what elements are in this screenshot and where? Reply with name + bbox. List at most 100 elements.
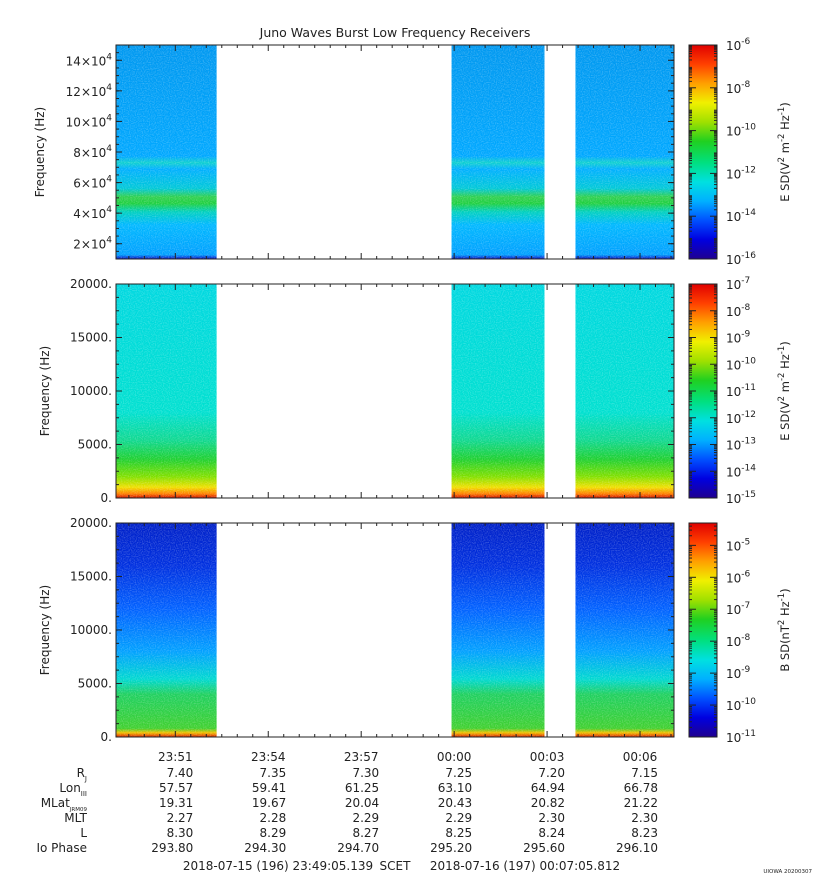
ephemeris-value: 2.28 <box>260 811 287 825</box>
ephemeris-value: 7.15 <box>631 766 658 780</box>
ephemeris-row-label: RJ <box>77 766 87 783</box>
speckle-texture <box>451 45 545 259</box>
ephemeris-value: 2.30 <box>538 811 565 825</box>
colorbar-frame <box>688 522 718 738</box>
spectrogram-panels: 2×104 4×104 6×104 8×104 10×104 12×104 14×104 Fr… <box>33 37 792 745</box>
colorbar-tick-label: 10-7 <box>726 276 750 292</box>
y-axis-label: Frequency (Hz) <box>38 585 52 676</box>
chart-title: Juno Waves Burst Low Frequency Receivers <box>259 25 531 40</box>
colorbar-frame <box>688 44 718 260</box>
ephemeris-value: 7.20 <box>538 766 565 780</box>
y-tick-label: 0. <box>101 730 112 744</box>
ephemeris-value: 293.80 <box>151 841 193 855</box>
colorbar-tick-label: 10-6 <box>726 569 751 585</box>
colorbar-tick-label: 10-8 <box>726 633 751 649</box>
panel-3: 0. 5000. 10000. 15000. 20000. Frequency (Hz) 1… <box>38 516 792 745</box>
speckle-texture <box>575 523 674 737</box>
ephemeris-value: 20.04 <box>345 796 379 810</box>
speckle-texture <box>575 45 674 259</box>
ephemeris-value: 8.24 <box>538 826 565 840</box>
time-tick-label: 23:54 <box>251 750 286 764</box>
y-tick-label: 5000. <box>78 438 112 452</box>
end-time-label: 2018-07-16 (197) 00:07:05.812 <box>430 859 620 873</box>
time-tick-label: 00:03 <box>530 750 565 764</box>
ephemeris-value: 20.82 <box>531 796 565 810</box>
speckle-texture <box>451 284 545 498</box>
ephemeris-row-label: LonIII <box>59 781 87 798</box>
y-tick-label: 4×104 <box>73 205 112 221</box>
time-tick-label: 00:06 <box>623 750 658 764</box>
y-tick-label: 10000. <box>70 623 112 637</box>
time-tick-label: 23:57 <box>344 750 379 764</box>
colorbar-tick-label: 10-11 <box>726 383 756 399</box>
colorbar-tick-label: 10-14 <box>726 463 756 479</box>
ephemeris-value: 295.20 <box>430 841 472 855</box>
ephemeris-table: 23:51 23:54 23:57 00:00 00:03 00:06 RJ 7.40 7.35… <box>36 750 658 855</box>
y-tick-label: 0. <box>101 491 112 505</box>
colorbar-tick-label: 10-9 <box>726 665 751 681</box>
colorbar-tick-label: 10-9 <box>726 330 751 346</box>
ephemeris-value: 2.29 <box>352 811 379 825</box>
ephemeris-value: 296.10 <box>616 841 658 855</box>
y-tick-label: 12×104 <box>66 83 113 99</box>
ephemeris-value: 66.78 <box>624 781 658 795</box>
panel-2: 0. 5000. 10000. 15000. 20000. Frequency (Hz) 1… <box>38 276 792 506</box>
colorbar-tick-label: 10-8 <box>726 80 751 96</box>
ephemeris-value: 2.30 <box>631 811 658 825</box>
ephemeris-value: 57.57 <box>159 781 193 795</box>
y-tick-label: 20000. <box>70 277 112 291</box>
y-tick-label: 5000. <box>78 677 112 691</box>
colorbar-label: B SD(nT2 Hz-1) <box>777 588 792 671</box>
ephemeris-value: 8.27 <box>352 826 379 840</box>
colorbar-gradient <box>689 45 717 259</box>
y-tick-label: 15000. <box>70 331 112 345</box>
ephemeris-value: 59.41 <box>252 781 286 795</box>
colorbar-tick-label: 10-8 <box>726 303 751 319</box>
ephemeris-value: 2.27 <box>167 811 194 825</box>
colorbar-label: E SD(V2 m-2 Hz-1) <box>777 341 792 441</box>
ephemeris-value: 2.29 <box>445 811 472 825</box>
y-tick-label: 6×104 <box>73 175 112 191</box>
colorbar: 10-6 10-8 10-10 10-12 10-14 10-16 E SD(V2 m-2 … <box>688 37 792 267</box>
ephemeris-value: 20.43 <box>438 796 472 810</box>
colorbar-tick-label: 10-7 <box>726 601 750 617</box>
ephemeris-value: 7.25 <box>445 766 472 780</box>
y-tick-label: 14×104 <box>66 52 113 68</box>
time-tick-label: 00:00 <box>437 750 472 764</box>
ephemeris-value: 294.30 <box>244 841 286 855</box>
colorbar-tick-label: 10-10 <box>726 123 756 139</box>
colorbar-label: E SD(V2 m-2 Hz-1) <box>777 102 792 202</box>
ephemeris-value: 8.30 <box>167 826 194 840</box>
y-tick-label: 2×104 <box>73 236 112 252</box>
ephemeris-value: 294.70 <box>337 841 379 855</box>
colorbar-tick-label: 10-5 <box>726 537 750 553</box>
ephemeris-row-label: MLT <box>64 811 87 825</box>
colorbar: 10-5 10-6 10-7 10-8 10-9 10-10 10-11 B SD(nT2 H… <box>688 522 792 745</box>
colorbar-tick-label: 10-12 <box>726 165 756 181</box>
y-tick-label: 10×104 <box>66 113 113 129</box>
colorbar-tick-label: 10-15 <box>726 490 756 506</box>
colorbar: 10-7 10-8 10-9 10-10 10-11 10-12 10-13 10-14 10-… <box>688 276 792 506</box>
speckle-texture <box>451 523 545 737</box>
ephemeris-value: 61.25 <box>345 781 379 795</box>
ephemeris-value: 8.29 <box>260 826 287 840</box>
ephemeris-row-label: L <box>80 826 87 840</box>
colorbar-tick-label: 10-14 <box>726 208 756 224</box>
colorbar-tick-label: 10-16 <box>726 251 756 267</box>
panel-1: 2×104 4×104 6×104 8×104 10×104 12×104 14×104 Fr… <box>33 37 792 267</box>
y-tick-label: 8×104 <box>73 144 112 160</box>
scet-label: SCET <box>380 859 412 873</box>
ephemeris-value: 8.25 <box>445 826 472 840</box>
y-tick-label: 20000. <box>70 516 112 530</box>
ephemeris-value: 19.67 <box>252 796 286 810</box>
colorbar-tick-label: 10-13 <box>726 437 756 453</box>
ephemeris-value: 8.23 <box>631 826 658 840</box>
ephemeris-value: 7.30 <box>352 766 379 780</box>
colorbar-tick-label: 10-12 <box>726 410 756 426</box>
ephemeris-value: 7.40 <box>167 766 194 780</box>
speckle-texture <box>575 284 674 498</box>
time-tick-label: 23:51 <box>158 750 193 764</box>
colorbar-tick-label: 10-6 <box>726 37 751 53</box>
ephemeris-row-label: MLatJRM09 <box>41 796 88 813</box>
